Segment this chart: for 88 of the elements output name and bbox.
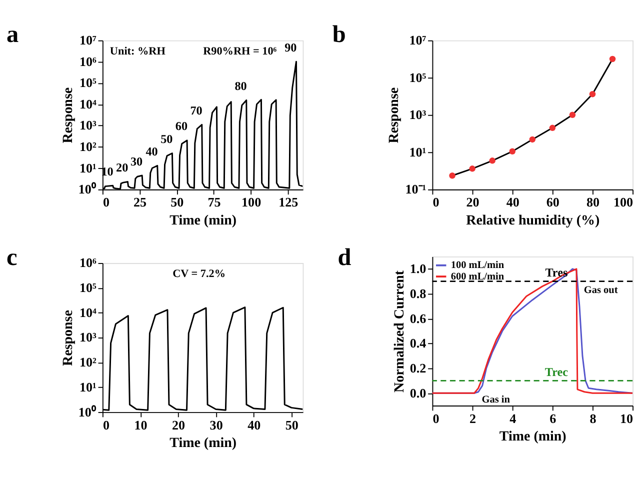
y-tick-label: 10⁴ bbox=[79, 304, 96, 320]
x-axis-title: Time (min) bbox=[499, 429, 567, 444]
x-axis-title: Time (min) bbox=[170, 436, 237, 452]
point bbox=[529, 136, 536, 143]
chart-title: b bbox=[332, 21, 346, 48]
annotation: Gas in bbox=[482, 394, 510, 406]
legend-label: 100 mL/min bbox=[450, 260, 504, 272]
y-tick-label: 0.2 bbox=[410, 360, 426, 376]
annotation: R90%RH = 10⁶ bbox=[203, 45, 278, 58]
annotation: 90 bbox=[284, 40, 297, 54]
x-tick-label: 4 bbox=[510, 410, 517, 426]
y-tick-label: 10⁵ bbox=[409, 70, 426, 85]
chart-title: a bbox=[6, 21, 19, 48]
x-tick-label: 0 bbox=[432, 194, 440, 210]
x-tick-label: 125 bbox=[278, 194, 299, 210]
x-tick-label: 60 bbox=[546, 194, 560, 210]
y-tick-label: 10⁷ bbox=[79, 32, 96, 48]
point bbox=[449, 172, 456, 179]
x-tick-label: 10 bbox=[620, 410, 634, 426]
chart-title: d bbox=[338, 244, 352, 271]
point bbox=[469, 166, 476, 172]
y-tick-label: 10³ bbox=[79, 330, 96, 345]
y-tick-label: 10¹ bbox=[409, 144, 426, 160]
y-tick-label: 0.4 bbox=[410, 336, 427, 351]
annotation: 80 bbox=[234, 78, 247, 93]
annotation: Gas out bbox=[584, 285, 618, 296]
x-tick-label: 8 bbox=[590, 410, 597, 426]
y-tick-label: 0.0 bbox=[410, 385, 427, 400]
y-tick-label: 1.0 bbox=[410, 261, 427, 276]
y-axis-title: Response bbox=[387, 87, 402, 144]
x-tick-label: 20 bbox=[172, 417, 186, 432]
x-tick-label: 40 bbox=[506, 194, 520, 210]
x-tick-label: 2 bbox=[470, 410, 476, 426]
annotation: 20 bbox=[116, 160, 128, 174]
y-tick-label: 10⁴ bbox=[79, 96, 96, 112]
legend-label: 600 mL/min bbox=[450, 271, 504, 282]
y-tick-label: 10¹ bbox=[79, 160, 96, 176]
x-tick-label: 0 bbox=[432, 410, 440, 426]
ref-line-label: Trec bbox=[544, 365, 569, 380]
x-tick-label: 20 bbox=[466, 194, 480, 210]
point bbox=[489, 158, 496, 164]
annotation: CV = 7.2% bbox=[172, 268, 226, 280]
x-tick-label: 6 bbox=[550, 410, 557, 426]
x-tick-label: 100 bbox=[242, 194, 262, 210]
ref-line-label: Tres bbox=[545, 266, 568, 280]
annotation: Unit: %RH bbox=[110, 45, 166, 58]
x-tick-label: 50 bbox=[285, 417, 299, 432]
x-tick-label: 25 bbox=[134, 194, 148, 210]
y-tick-label: 10⁷ bbox=[409, 32, 426, 48]
y-axis-title: Response bbox=[61, 310, 76, 366]
y-axis-title: Response bbox=[61, 87, 76, 144]
y-tick-label: 10¹ bbox=[79, 379, 96, 394]
y-tick-label: 10⁶ bbox=[79, 54, 96, 69]
y-tick-label: 10³ bbox=[409, 107, 426, 122]
x-tick-label: 80 bbox=[586, 194, 600, 210]
x-axis-title: Relative humidity (%) bbox=[466, 213, 600, 228]
y-tick-label: 10⁻¹ bbox=[405, 182, 426, 197]
y-tick-label: 10³ bbox=[79, 118, 96, 133]
x-tick-label: 50 bbox=[170, 194, 184, 210]
x-axis-title: Time (min) bbox=[170, 213, 237, 228]
x-tick-label: 100 bbox=[613, 194, 634, 210]
y-tick-label: 0.8 bbox=[410, 286, 427, 301]
y-tick-label: 10⁰ bbox=[78, 404, 96, 420]
y-tick-label: 0.6 bbox=[410, 310, 427, 326]
y-tick-label: 10⁵ bbox=[79, 280, 96, 296]
y-tick-label: 10⁶ bbox=[79, 255, 96, 270]
y-axis-title: Normalized Current bbox=[392, 270, 408, 392]
y-tick-label: 10² bbox=[79, 354, 96, 370]
annotation: 60 bbox=[175, 119, 188, 134]
x-tick-label: 30 bbox=[210, 417, 224, 432]
x-tick-label: 10 bbox=[134, 417, 148, 432]
annotation: 30 bbox=[130, 154, 143, 168]
x-tick-label: 0 bbox=[102, 194, 110, 210]
annotation: 70 bbox=[190, 103, 202, 118]
x-tick-label: 0 bbox=[102, 417, 110, 432]
point bbox=[589, 91, 596, 98]
annotation: 50 bbox=[160, 132, 173, 146]
y-tick-label: 10⁵ bbox=[79, 75, 96, 90]
point bbox=[609, 56, 616, 62]
x-tick-label: 75 bbox=[208, 194, 222, 210]
point bbox=[509, 148, 516, 155]
y-tick-label: 10⁰ bbox=[78, 182, 96, 197]
x-tick-label: 40 bbox=[248, 417, 262, 432]
y-tick-label: 10² bbox=[79, 139, 96, 154]
chart-title: c bbox=[6, 244, 18, 271]
point bbox=[569, 112, 576, 118]
annotation: 40 bbox=[146, 144, 158, 158]
point bbox=[549, 124, 556, 132]
